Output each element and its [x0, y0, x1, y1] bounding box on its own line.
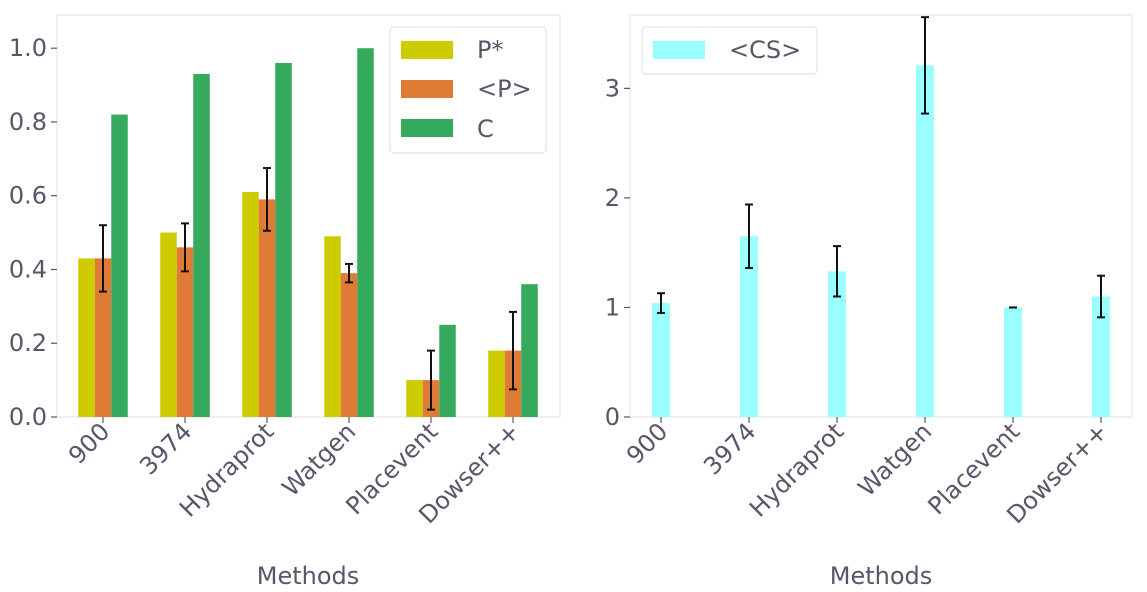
- y-tick-label: 2: [605, 184, 620, 212]
- legend-label-c: C: [477, 115, 494, 143]
- y-tick-label: 0.8: [9, 108, 47, 136]
- error-bar-cs-3974: [745, 203, 753, 270]
- error-bar-p-hydraprot: [263, 167, 271, 232]
- bar-p-900: [78, 258, 95, 417]
- legend-right: <CS>: [641, 26, 818, 75]
- x-axis-title-right: Methods: [830, 562, 933, 590]
- y-tick-label: 3: [605, 74, 620, 102]
- error-bar-p-3974: [181, 222, 189, 273]
- bar-c-watgen: [357, 48, 374, 418]
- bar-p-watgen: [324, 236, 341, 417]
- bar-p-hydraprot: [258, 199, 276, 417]
- bar-cs-placevent: [1004, 307, 1022, 417]
- bar-cs-watgen: [916, 65, 934, 418]
- error-bar-p-watgen: [345, 262, 353, 284]
- y-tick-label: 0: [605, 403, 620, 431]
- legend-label-pstar: P*: [477, 36, 503, 64]
- legend-swatch-cs-mean: [653, 41, 705, 59]
- y-axis-ticks-right: 0 1 2 3: [605, 74, 630, 431]
- bar-cs-3974: [740, 236, 758, 417]
- legend-left: P* <P> C: [389, 26, 547, 154]
- bar-cs-hydraprot: [828, 271, 846, 417]
- error-bar-p-900: [99, 224, 107, 293]
- y-axis-ticks-left: 0.0 0.2 0.4 0.6 0.8 1.0: [9, 34, 57, 431]
- bar-c-dowserplusplus: [521, 284, 538, 417]
- x-tick-label-watgen: Watgen: [277, 417, 362, 502]
- error-bar-cs-hydraprot: [833, 245, 841, 298]
- legend-label-cs-mean: <CS>: [729, 36, 801, 64]
- bar-cs-dowserplusplus: [1092, 296, 1110, 417]
- x-tick-label-900: 900: [63, 417, 115, 469]
- plot-frame-left: [56, 14, 561, 418]
- y-tick-label: 1.0: [9, 34, 47, 62]
- y-tick-label: 0.0: [9, 403, 47, 431]
- legend-swatch-p-mean: [401, 80, 453, 98]
- legend-swatch-pstar: [401, 41, 453, 59]
- error-bar-p-placevent: [427, 349, 435, 411]
- bar-p-3974: [160, 232, 177, 417]
- y-tick-label: 1: [605, 293, 620, 321]
- bars-right: [652, 16, 1110, 418]
- x-tick-label-hydraprot: Hydraprot: [744, 417, 849, 522]
- chart-left: 0.00.20.40.60.81.0 900 3974HydraprotWatge…: [9, 14, 561, 590]
- error-bar-cs-watgen: [921, 16, 929, 115]
- bar-c-900: [111, 114, 128, 418]
- error-bar-cs-dowserplusplus: [1097, 274, 1105, 319]
- error-bar-p-dowserplusplus: [509, 310, 517, 391]
- bars-left: [78, 48, 538, 418]
- bar-p-900: [94, 258, 112, 417]
- x-tick-label-3974: 3974: [698, 417, 761, 480]
- legend-label-p-mean: <P>: [477, 75, 532, 103]
- bar-c-hydraprot: [275, 62, 292, 418]
- bar-p-hydraprot: [242, 192, 259, 417]
- bar-c-3974: [193, 74, 210, 418]
- bar-p-watgen: [340, 273, 358, 417]
- legend-frame-right: [641, 26, 818, 75]
- plot-frame-right: [629, 14, 1133, 418]
- y-tick-label: 0.6: [9, 182, 47, 210]
- y-tick-label: 0.4: [9, 255, 47, 283]
- legend-swatch-c: [401, 119, 453, 137]
- bar-p-3974: [176, 247, 194, 417]
- bar-p-dowserplusplus: [488, 350, 505, 417]
- x-tick-label-watgen: Watgen: [853, 417, 938, 502]
- y-tick-label: 0.2: [9, 329, 47, 357]
- error-bar-cs-900: [657, 292, 665, 314]
- x-tick-label-900: 900: [621, 417, 673, 469]
- x-axis-title-left: Methods: [257, 562, 360, 590]
- bar-cs-900: [652, 303, 670, 417]
- bar-c-placevent: [439, 324, 456, 417]
- bar-p-placevent: [406, 380, 423, 417]
- x-tick-label-3974: 3974: [134, 417, 197, 480]
